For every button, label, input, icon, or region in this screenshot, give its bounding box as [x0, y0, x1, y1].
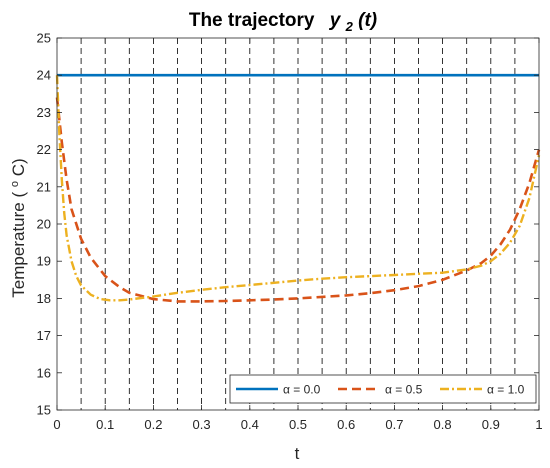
series-line-2: [55, 97, 541, 303]
chart-title-variable: y: [329, 10, 342, 31]
x-axis-label: t: [295, 444, 300, 463]
y-axis-label-suffix: C): [9, 158, 28, 176]
chart-title-argument: (t): [358, 10, 377, 31]
chart-title: The trajectory y 2 (t): [189, 10, 377, 36]
y-tick-label: 24: [37, 68, 51, 83]
x-tick-label: 0.7: [385, 417, 403, 432]
y-axis-label: Temperature ( o C): [3, 158, 28, 297]
x-tick-label: 0.8: [434, 417, 452, 432]
x-tick-label: 0.1: [96, 417, 114, 432]
x-tick-label: 0.6: [337, 417, 355, 432]
chart-title-main: The trajectory: [189, 10, 315, 31]
x-tick-label: 0.3: [193, 417, 211, 432]
y-tick-label: 20: [37, 217, 51, 232]
y-tick-label: 23: [37, 105, 51, 120]
y-tick-label: 16: [37, 365, 51, 380]
x-tick-label: 0.2: [144, 417, 162, 432]
x-tick-label: 1: [535, 417, 542, 432]
legend: α = 0.0 α = 0.5 α = 1.0: [229, 374, 537, 404]
y-tick-label: 21: [37, 179, 51, 194]
series-line-3: [55, 75, 541, 302]
y-tick-label: 19: [37, 254, 51, 269]
legend-label-1: α = 0.0: [283, 383, 321, 397]
y-tick-label: 25: [37, 31, 51, 46]
legend-label-3: α = 1.0: [487, 383, 525, 397]
legend-label-2: α = 0.5: [385, 383, 423, 397]
chart-title-subscript: 2: [345, 19, 354, 34]
y-tick-label: 18: [37, 291, 51, 306]
y-tick-label: 22: [37, 142, 51, 157]
legend-box: [229, 374, 537, 404]
plot-area: 0 0.1 0.2 0.3 0.4 0.5 0.6 0.7 0.8 0.9 1 15 16 17 18 19 2…: [37, 31, 543, 433]
x-tick-label: 0.9: [482, 417, 500, 432]
y-axis-label-degree: o: [9, 181, 21, 187]
x-tick-label: 0.4: [241, 417, 259, 432]
y-tick-label: 15: [37, 403, 51, 418]
x-tick-label: 0: [53, 417, 60, 432]
y-axis-label-prefix: Temperature (: [9, 192, 28, 298]
x-tick-label: 0.5: [289, 417, 307, 432]
y-tick-label: 17: [37, 328, 51, 343]
